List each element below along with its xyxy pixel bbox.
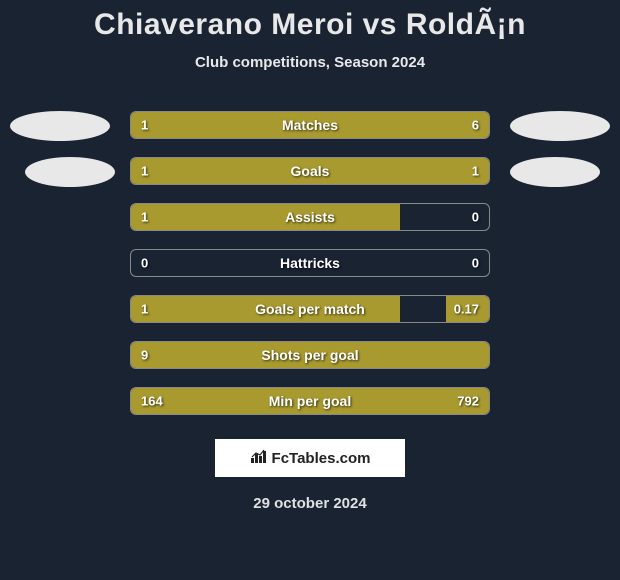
value-left: 1: [141, 118, 148, 133]
logo: FcTables.com: [250, 448, 371, 469]
logo-box[interactable]: FcTables.com: [215, 439, 405, 477]
bar-left: [131, 204, 400, 230]
stats-area: 1 6 Matches 1 1 Goals 1 0 Assists 0 0 Hattricks 1 0.1…: [0, 111, 620, 415]
stat-rows: 1 6 Matches 1 1 Goals 1 0 Assists 0 0 Hattricks 1 0.1…: [0, 111, 620, 415]
page-title: Chiaverano Meroi vs RoldÃ¡n: [0, 8, 620, 42]
value-left: 9: [141, 348, 148, 363]
date-label: 29 october 2024: [0, 495, 620, 512]
chart-icon: [250, 448, 268, 469]
stat-row: 1 0.17 Goals per match: [130, 295, 490, 323]
player-right-photo-2: [510, 157, 600, 187]
stat-label: Goals per match: [255, 301, 365, 317]
stat-row: 1 1 Goals: [130, 157, 490, 185]
logo-text: FcTables.com: [272, 450, 371, 467]
stat-label: Matches: [282, 117, 338, 133]
player-left-photo-1: [10, 111, 110, 141]
subtitle: Club competitions, Season 2024: [0, 54, 620, 71]
stat-label: Shots per goal: [261, 347, 358, 363]
bar-left: [131, 158, 310, 184]
stat-label: Hattricks: [280, 255, 340, 271]
value-right: 0.17: [454, 302, 479, 317]
bar-right: [310, 158, 489, 184]
value-left: 1: [141, 210, 148, 225]
player-left-photo-2: [25, 157, 115, 187]
stat-row: 9 Shots per goal: [130, 341, 490, 369]
stat-label: Assists: [285, 209, 335, 225]
player-right-photo-1: [510, 111, 610, 141]
stat-row: 1 0 Assists: [130, 203, 490, 231]
bar-left: [131, 112, 181, 138]
value-right: 792: [457, 394, 479, 409]
value-right: 0: [472, 210, 479, 225]
stat-label: Min per goal: [269, 393, 351, 409]
comparison-panel: Chiaverano Meroi vs RoldÃ¡n Club competi…: [0, 0, 620, 512]
value-left: 0: [141, 256, 148, 271]
stat-row: 1 6 Matches: [130, 111, 490, 139]
value-left: 1: [141, 302, 148, 317]
stat-row: 164 792 Min per goal: [130, 387, 490, 415]
value-right: 0: [472, 256, 479, 271]
value-left: 1: [141, 164, 148, 179]
value-right: 1: [472, 164, 479, 179]
stat-row: 0 0 Hattricks: [130, 249, 490, 277]
stat-label: Goals: [291, 163, 330, 179]
value-right: 6: [472, 118, 479, 133]
value-left: 164: [141, 394, 163, 409]
